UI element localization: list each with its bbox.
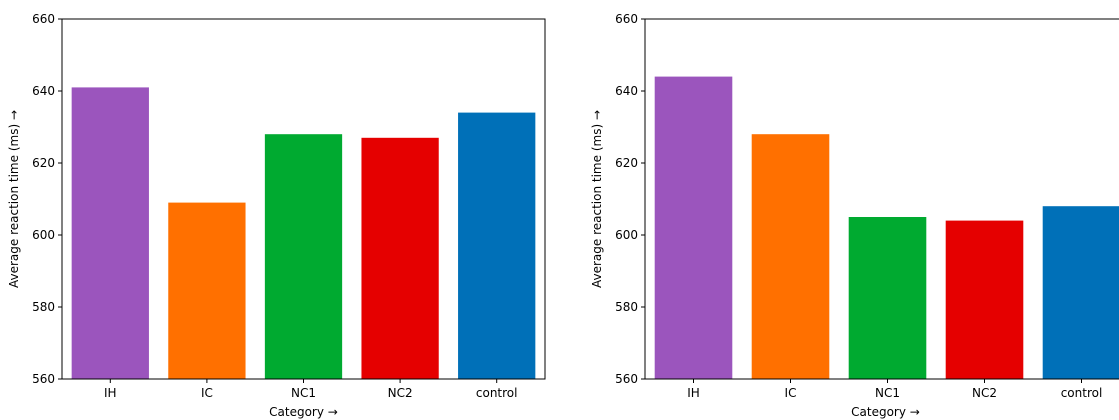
bar-ih (654, 76, 733, 379)
y-tick-label: 640 (32, 84, 55, 98)
y-tick-label: 560 (32, 372, 55, 386)
x-axis-label: Category → (851, 405, 920, 419)
y-tick-label: 640 (615, 84, 638, 98)
y-tick-label: 580 (615, 300, 638, 314)
bar-control (1042, 206, 1119, 379)
x-tick-label: control (476, 386, 518, 400)
x-tick-label: IH (687, 386, 700, 400)
y-tick-label: 620 (32, 156, 55, 170)
bar-ic (751, 134, 830, 379)
y-tick-label: 600 (32, 228, 55, 242)
x-axis-label: Category → (269, 405, 338, 419)
x-tick-label: IC (785, 386, 797, 400)
y-tick-label: 660 (32, 12, 55, 26)
y-tick-label: 560 (615, 372, 638, 386)
y-tick-label: 600 (615, 228, 638, 242)
bar-ic (168, 202, 246, 379)
bar-control (458, 112, 536, 379)
x-tick-label: NC2 (388, 386, 413, 400)
bar-nc1 (264, 134, 343, 379)
y-axis-label: Average reaction time (ms) → (590, 110, 604, 288)
chart-panel-right: 560 580 600 620 640 660 IH IC NC1 NC2 control Categ… (590, 12, 1119, 419)
bar-nc1 (848, 217, 927, 379)
bar-ih (71, 87, 149, 380)
bar-nc2 (945, 220, 1024, 379)
y-tick-label: 580 (32, 300, 55, 314)
x-tick-label: NC1 (875, 386, 900, 400)
x-tick-label: control (1061, 386, 1103, 400)
x-tick-label: IC (201, 386, 213, 400)
x-tick-label: NC1 (291, 386, 316, 400)
bar-nc2 (361, 137, 439, 379)
y-tick-label: 660 (615, 12, 638, 26)
chart-panel-left: 560 580 600 620 640 660 IH IC NC1 NC2 control Categ… (7, 12, 546, 419)
y-tick-label: 620 (615, 156, 638, 170)
y-axis-label: Average reaction time (ms) → (7, 110, 21, 288)
x-tick-label: IH (104, 386, 117, 400)
x-tick-label: NC2 (972, 386, 997, 400)
